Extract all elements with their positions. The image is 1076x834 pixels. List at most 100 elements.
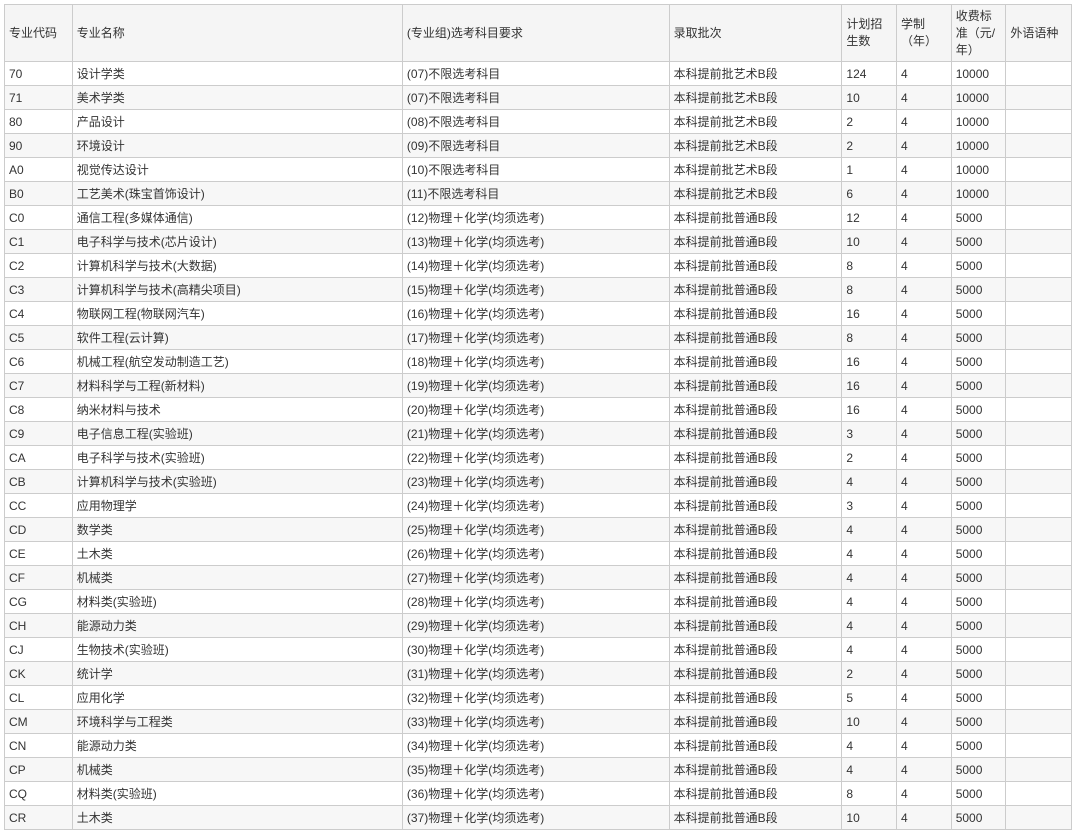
cell-code: CC: [5, 494, 73, 518]
cell-code: C1: [5, 230, 73, 254]
cell-duration: 4: [897, 398, 952, 422]
cell-name: 应用化学: [72, 686, 402, 710]
cell-duration: 4: [897, 518, 952, 542]
cell-name: 通信工程(多媒体通信): [72, 206, 402, 230]
table-header: 专业代码 专业名称 (专业组)选考科目要求 录取批次 计划招生数 学制（年） 收…: [5, 5, 1072, 62]
cell-code: C9: [5, 422, 73, 446]
cell-plan: 10: [842, 806, 897, 830]
cell-duration: 4: [897, 326, 952, 350]
cell-fee: 5000: [951, 206, 1006, 230]
cell-code: 80: [5, 110, 73, 134]
cell-batch: 本科提前批普通B段: [669, 782, 842, 806]
cell-plan: 16: [842, 350, 897, 374]
cell-lang: [1006, 566, 1072, 590]
cell-plan: 4: [842, 470, 897, 494]
table-row: C1电子科学与技术(芯片设计)(13)物理＋化学(均须选考)本科提前批普通B段1…: [5, 230, 1072, 254]
cell-fee: 5000: [951, 614, 1006, 638]
cell-requirement: (27)物理＋化学(均须选考): [402, 566, 669, 590]
table-row: C3计算机科学与技术(高精尖项目)(15)物理＋化学(均须选考)本科提前批普通B…: [5, 278, 1072, 302]
table-row: C5软件工程(云计算)(17)物理＋化学(均须选考)本科提前批普通B段84500…: [5, 326, 1072, 350]
cell-requirement: (32)物理＋化学(均须选考): [402, 686, 669, 710]
cell-code: 71: [5, 86, 73, 110]
cell-code: C7: [5, 374, 73, 398]
cell-requirement: (28)物理＋化学(均须选考): [402, 590, 669, 614]
cell-name: 环境设计: [72, 134, 402, 158]
cell-requirement: (29)物理＋化学(均须选考): [402, 614, 669, 638]
cell-duration: 4: [897, 470, 952, 494]
cell-requirement: (07)不限选考科目: [402, 86, 669, 110]
cell-plan: 6: [842, 182, 897, 206]
cell-lang: [1006, 710, 1072, 734]
cell-plan: 10: [842, 230, 897, 254]
cell-duration: 4: [897, 254, 952, 278]
cell-duration: 4: [897, 662, 952, 686]
cell-requirement: (10)不限选考科目: [402, 158, 669, 182]
cell-name: 设计学类: [72, 62, 402, 86]
cell-code: CD: [5, 518, 73, 542]
cell-name: 数学类: [72, 518, 402, 542]
table-body: 70设计学类(07)不限选考科目本科提前批艺术B段12441000071美术学类…: [5, 62, 1072, 830]
header-requirement: (专业组)选考科目要求: [402, 5, 669, 62]
cell-plan: 8: [842, 782, 897, 806]
cell-batch: 本科提前批普通B段: [669, 758, 842, 782]
cell-requirement: (20)物理＋化学(均须选考): [402, 398, 669, 422]
header-row: 专业代码 专业名称 (专业组)选考科目要求 录取批次 计划招生数 学制（年） 收…: [5, 5, 1072, 62]
cell-name: 材料类(实验班): [72, 590, 402, 614]
cell-batch: 本科提前批普通B段: [669, 278, 842, 302]
cell-batch: 本科提前批普通B段: [669, 206, 842, 230]
cell-code: C6: [5, 350, 73, 374]
cell-code: CN: [5, 734, 73, 758]
cell-plan: 16: [842, 374, 897, 398]
cell-duration: 4: [897, 230, 952, 254]
cell-fee: 5000: [951, 758, 1006, 782]
cell-duration: 4: [897, 278, 952, 302]
cell-duration: 4: [897, 590, 952, 614]
cell-lang: [1006, 782, 1072, 806]
cell-fee: 5000: [951, 662, 1006, 686]
cell-batch: 本科提前批普通B段: [669, 470, 842, 494]
cell-duration: 4: [897, 446, 952, 470]
cell-requirement: (07)不限选考科目: [402, 62, 669, 86]
cell-plan: 4: [842, 566, 897, 590]
cell-batch: 本科提前批艺术B段: [669, 62, 842, 86]
cell-fee: 5000: [951, 350, 1006, 374]
table-row: CM环境科学与工程类(33)物理＋化学(均须选考)本科提前批普通B段104500…: [5, 710, 1072, 734]
cell-batch: 本科提前批普通B段: [669, 542, 842, 566]
cell-lang: [1006, 374, 1072, 398]
table-row: C9电子信息工程(实验班)(21)物理＋化学(均须选考)本科提前批普通B段345…: [5, 422, 1072, 446]
table-row: CG材料类(实验班)(28)物理＋化学(均须选考)本科提前批普通B段445000: [5, 590, 1072, 614]
cell-batch: 本科提前批普通B段: [669, 518, 842, 542]
table-row: CF机械类(27)物理＋化学(均须选考)本科提前批普通B段445000: [5, 566, 1072, 590]
cell-duration: 4: [897, 638, 952, 662]
cell-code: CL: [5, 686, 73, 710]
cell-fee: 10000: [951, 182, 1006, 206]
cell-batch: 本科提前批普通B段: [669, 710, 842, 734]
table-row: CK统计学(31)物理＋化学(均须选考)本科提前批普通B段245000: [5, 662, 1072, 686]
header-code: 专业代码: [5, 5, 73, 62]
cell-duration: 4: [897, 542, 952, 566]
cell-lang: [1006, 638, 1072, 662]
cell-plan: 16: [842, 302, 897, 326]
cell-fee: 5000: [951, 734, 1006, 758]
cell-duration: 4: [897, 302, 952, 326]
cell-code: C5: [5, 326, 73, 350]
cell-name: 应用物理学: [72, 494, 402, 518]
cell-name: 电子信息工程(实验班): [72, 422, 402, 446]
cell-plan: 4: [842, 638, 897, 662]
cell-fee: 10000: [951, 62, 1006, 86]
cell-fee: 5000: [951, 278, 1006, 302]
table-row: CC应用物理学(24)物理＋化学(均须选考)本科提前批普通B段345000: [5, 494, 1072, 518]
cell-lang: [1006, 134, 1072, 158]
cell-requirement: (09)不限选考科目: [402, 134, 669, 158]
cell-fee: 10000: [951, 134, 1006, 158]
cell-code: CM: [5, 710, 73, 734]
cell-lang: [1006, 326, 1072, 350]
table-row: A0视觉传达设计(10)不限选考科目本科提前批艺术B段1410000: [5, 158, 1072, 182]
cell-batch: 本科提前批普通B段: [669, 686, 842, 710]
cell-lang: [1006, 158, 1072, 182]
cell-fee: 5000: [951, 374, 1006, 398]
cell-name: 计算机科学与技术(高精尖项目): [72, 278, 402, 302]
cell-fee: 5000: [951, 470, 1006, 494]
cell-code: CQ: [5, 782, 73, 806]
cell-requirement: (35)物理＋化学(均须选考): [402, 758, 669, 782]
